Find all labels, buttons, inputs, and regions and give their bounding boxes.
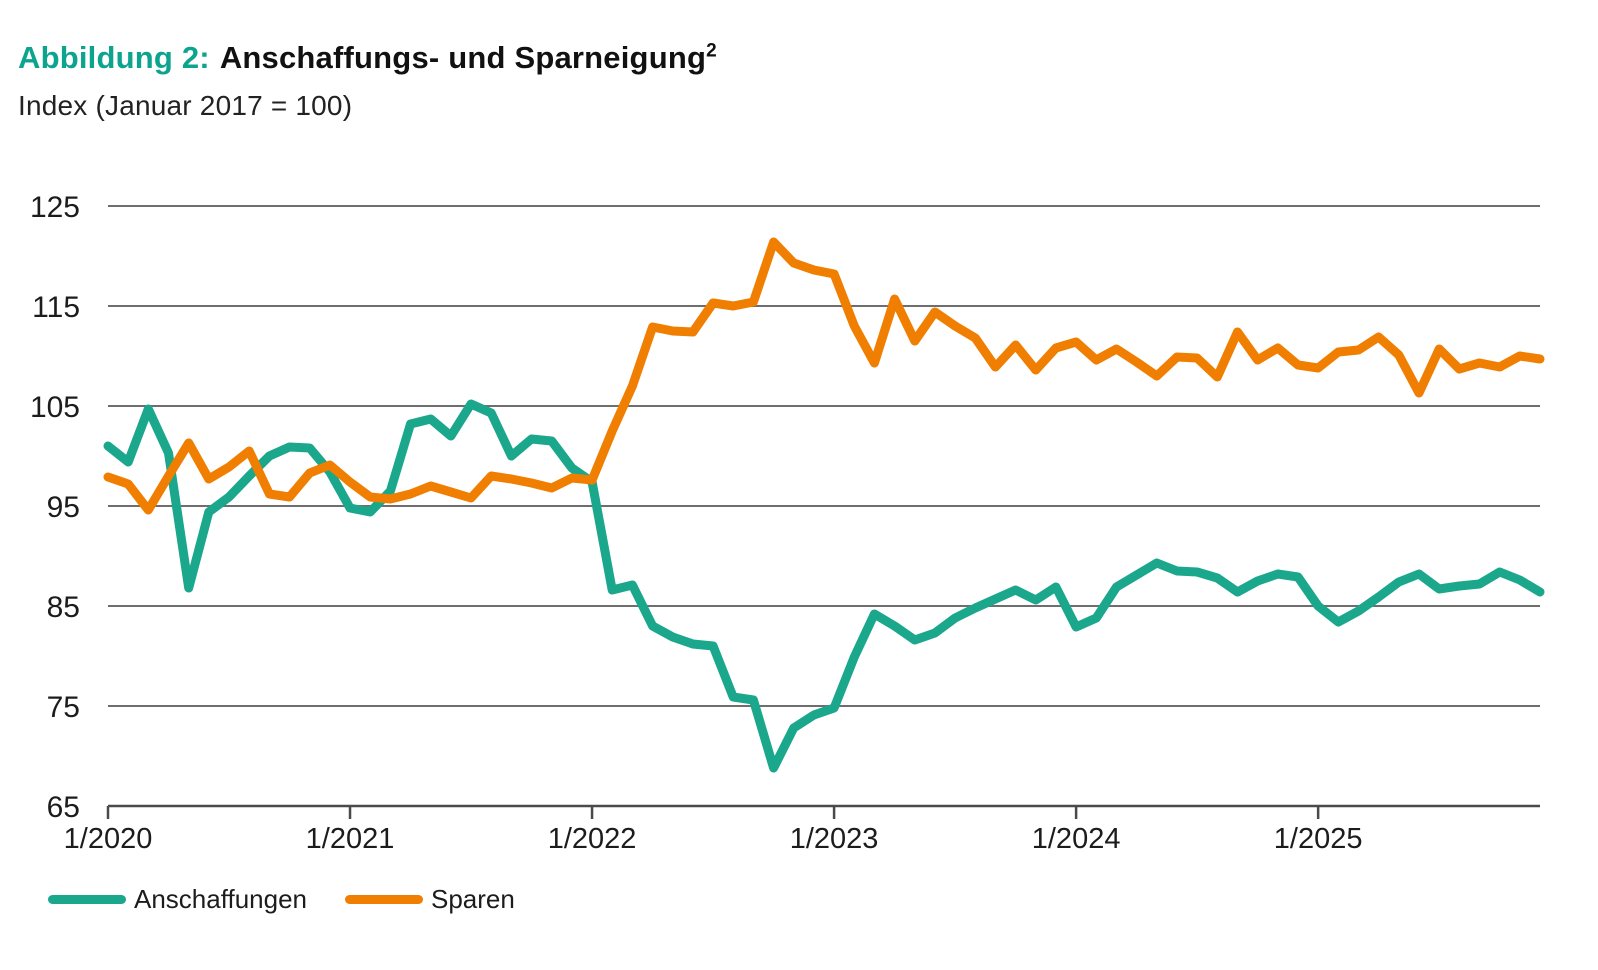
x-tick-label-1/2022: 1/2022 — [548, 823, 637, 855]
series-line-anschaffungen — [103, 399, 1545, 773]
series-line-sparen — [103, 237, 1545, 515]
legend-label-anschaffungen: Anschaffungen — [134, 884, 307, 914]
figure-title-text: Anschaffungs- und Sparneigung — [219, 40, 707, 75]
y-tick-label-95: 95 — [47, 491, 80, 524]
page-title: Abbildung 2: Anschaffungs- und Sparneigun… — [18, 40, 717, 76]
y-tick-label-85: 85 — [47, 591, 80, 624]
x-tick-label-1/2024: 1/2024 — [1032, 823, 1121, 855]
x-tick-label-1/2023: 1/2023 — [790, 823, 879, 855]
legend-label-sparen: Sparen — [431, 884, 515, 914]
anschaffungen-line-swatch — [48, 895, 126, 904]
x-tick-label-1/2020: 1/2020 — [64, 823, 153, 855]
chart-subtitle: Index (Januar 2017 = 100) — [18, 90, 353, 121]
y-tick-label-125: 125 — [30, 191, 80, 224]
chart-legend: Anschaffungen Sparen — [48, 884, 515, 915]
y-tick-label-65: 65 — [47, 791, 80, 824]
y-tick-label-115: 115 — [32, 291, 80, 324]
chart-header: Abbildung 2: Anschaffungs- und Sparneigun… — [18, 40, 717, 122]
x-tick-label-1/2025: 1/2025 — [1274, 823, 1363, 855]
figure-label: Abbildung 2: — [18, 40, 210, 75]
legend-item-anschaffungen: Anschaffungen — [48, 884, 307, 915]
y-tick-label-105: 105 — [30, 391, 80, 424]
figure-title-footnote-marker: 2 — [706, 40, 717, 62]
y-tick-label-75: 75 — [47, 691, 80, 724]
legend-item-sparen: Sparen — [345, 884, 515, 915]
sparen-line-swatch — [345, 895, 423, 904]
x-tick-label-1/2021: 1/2021 — [306, 823, 395, 855]
